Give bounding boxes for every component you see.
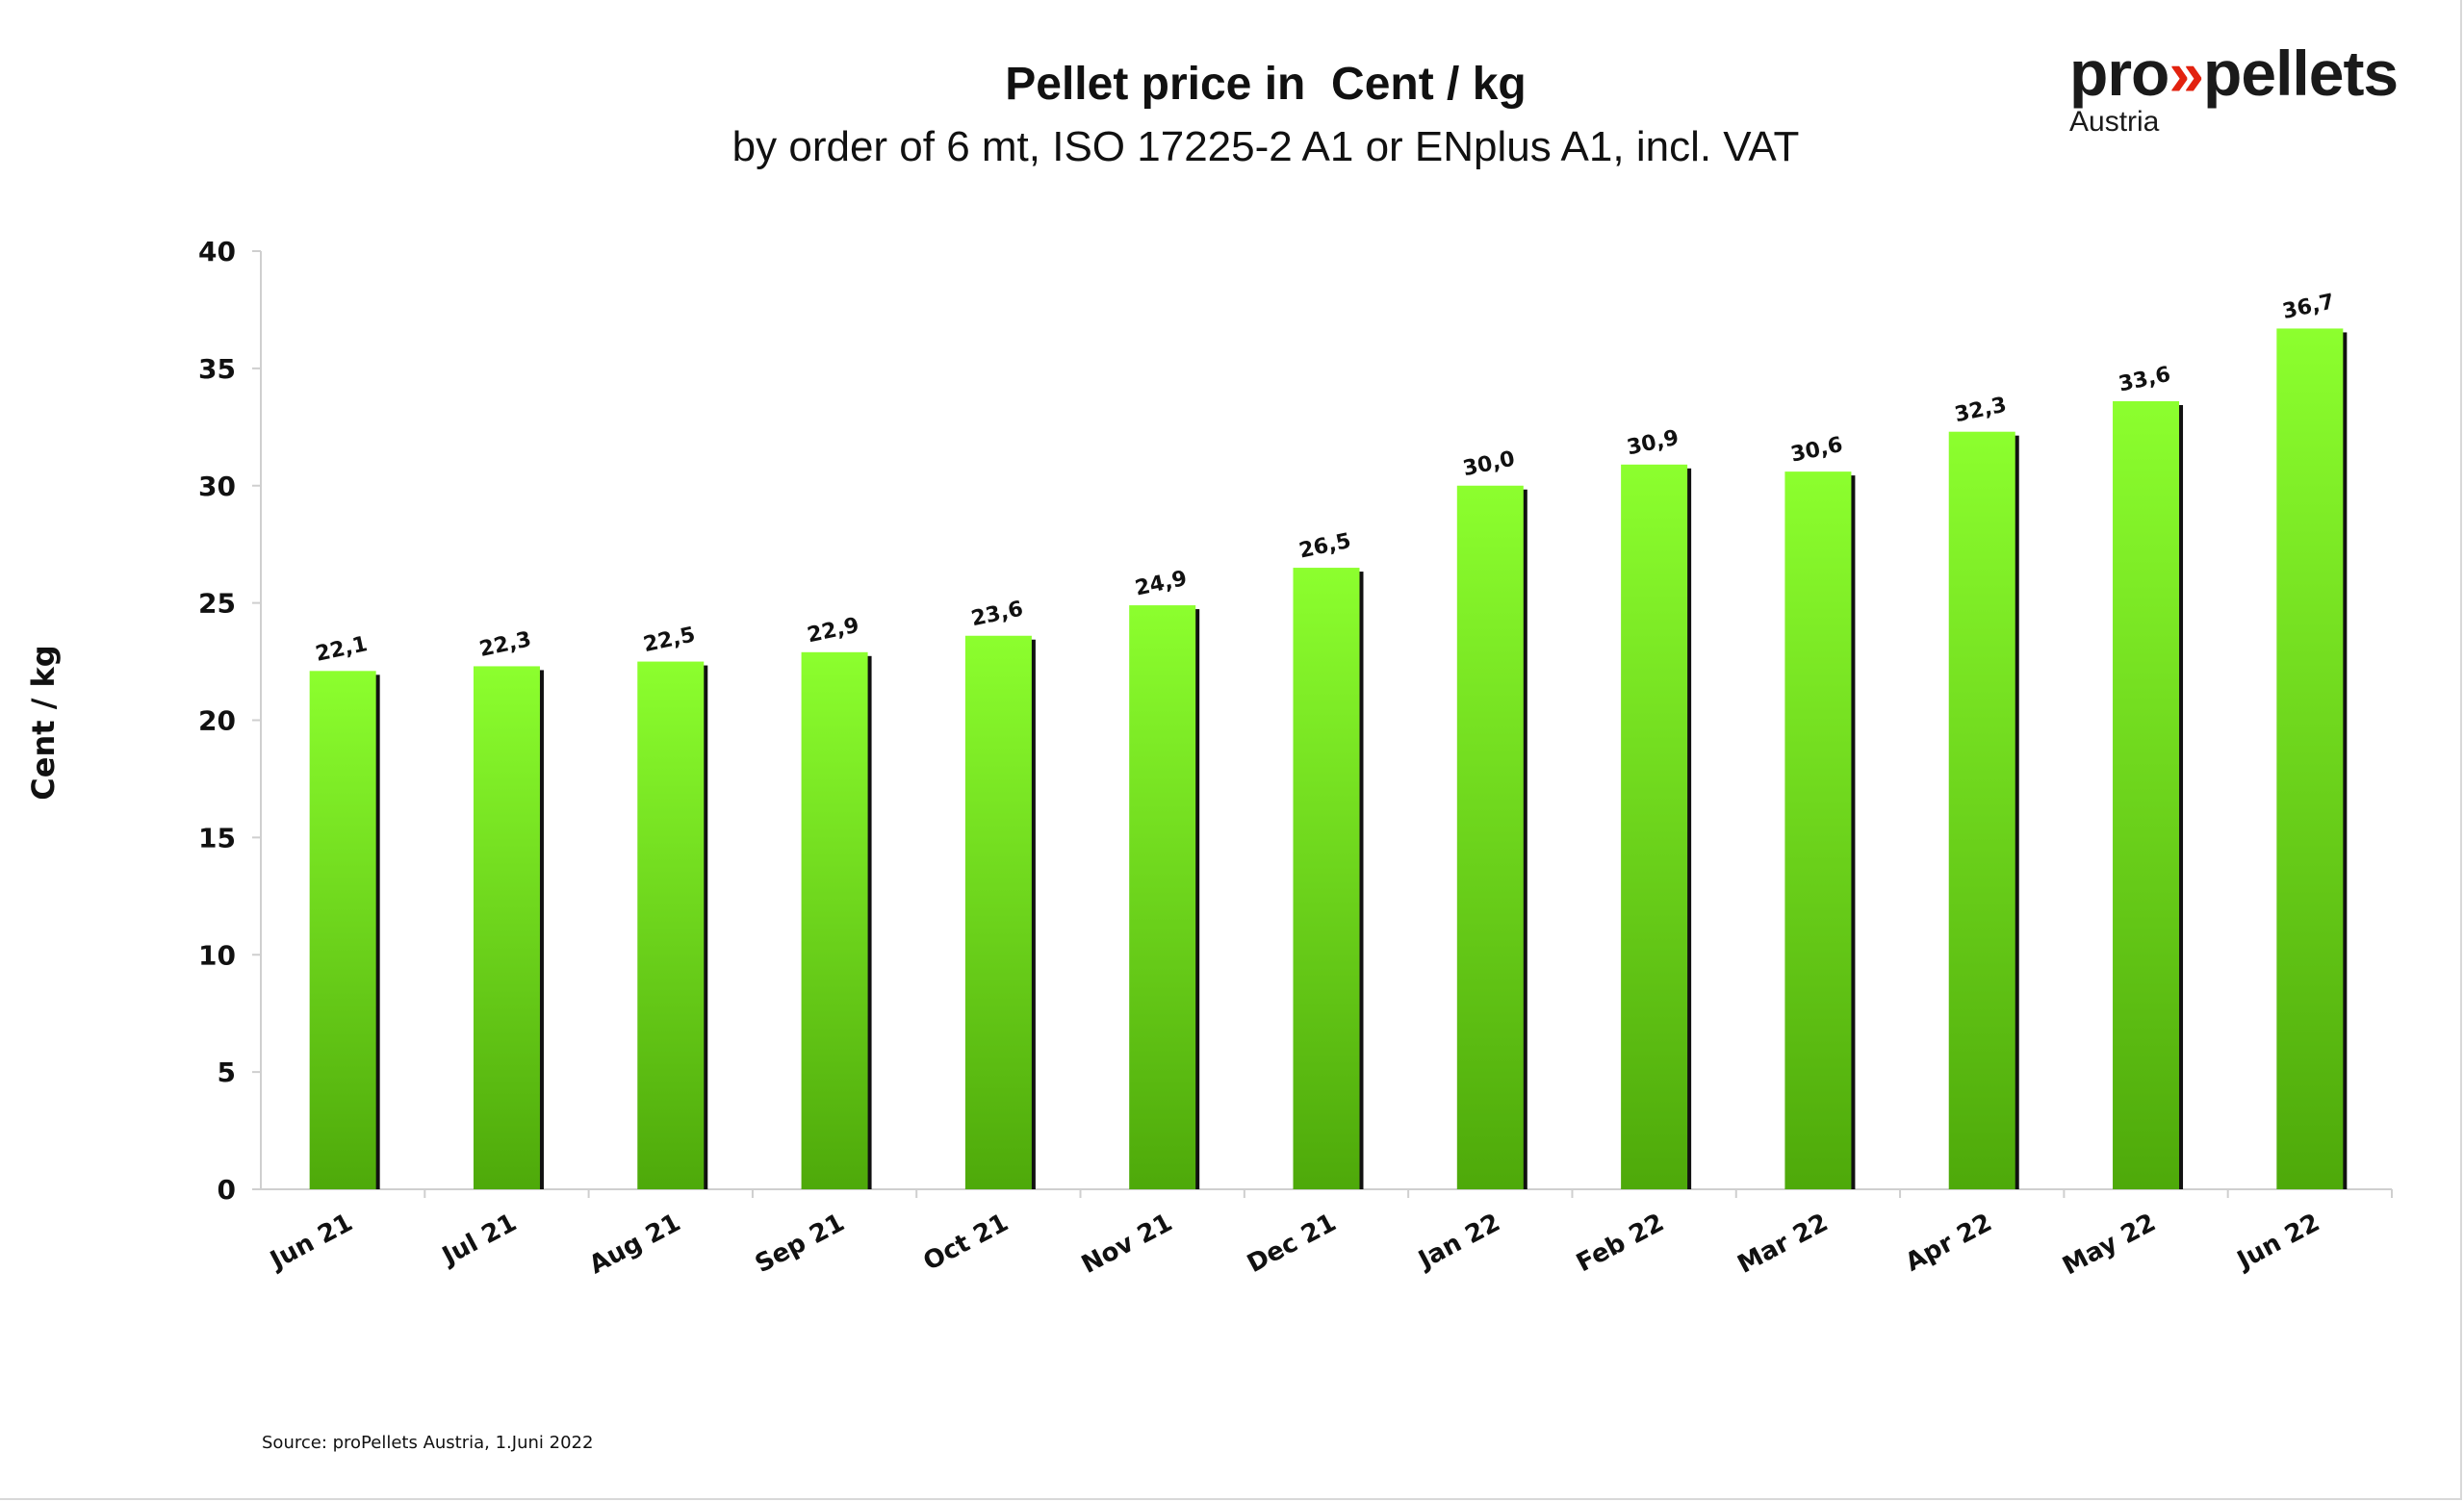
- y-tick-label: 20: [198, 705, 236, 737]
- x-tick-label: Jul 21: [436, 1209, 522, 1272]
- x-tick-label: Nov 21: [1077, 1209, 1177, 1280]
- bar: [2276, 328, 2344, 1189]
- bar: [801, 651, 868, 1189]
- chart-subtitle: by order of 6 mt, ISO 17225-2 A1 or ENpl…: [732, 123, 1800, 170]
- data-label: 30,6: [1788, 433, 1844, 468]
- y-tick-label: 30: [198, 471, 236, 502]
- x-tick-label: Feb 22: [1572, 1209, 1669, 1279]
- data-label: 22,1: [314, 632, 370, 667]
- y-tick-label: 35: [198, 353, 236, 385]
- bar: [1784, 471, 1852, 1189]
- logo-word-left: pro: [2069, 38, 2169, 109]
- logo-word-right: pellets: [2203, 38, 2399, 109]
- data-label: 22,5: [641, 623, 697, 657]
- data-label: 24,9: [1133, 567, 1189, 601]
- data-label: 26,5: [1297, 529, 1353, 564]
- x-tick-label: Aug 21: [584, 1209, 685, 1281]
- x-tick-label: Sep 21: [751, 1209, 850, 1280]
- chart-title: Pellet price in Cent / kg: [1005, 59, 1527, 110]
- data-label: 30,9: [1625, 426, 1681, 461]
- data-label: 30,0: [1461, 447, 1517, 482]
- y-tick-label: 0: [218, 1174, 236, 1206]
- bar: [1129, 605, 1196, 1189]
- y-tick-label: 15: [198, 822, 236, 853]
- y-tick-label: 25: [198, 588, 236, 620]
- chevron-icon: »: [2169, 38, 2204, 109]
- data-label: 22,9: [806, 614, 861, 649]
- x-tick-label: Jun 21: [264, 1209, 357, 1277]
- bar: [309, 671, 376, 1189]
- propellets-logo: pro»pellets Austria: [2069, 37, 2399, 139]
- x-tick-label: Apr 22: [1901, 1209, 1997, 1278]
- logo-subtitle: Austria: [2069, 106, 2160, 138]
- y-tick-label: 10: [198, 939, 236, 971]
- data-label: 22,3: [477, 627, 533, 662]
- bar: [2113, 401, 2180, 1189]
- data-label: 36,7: [2280, 290, 2336, 324]
- bar: [1948, 431, 2015, 1189]
- x-tick-label: Jan 22: [1412, 1209, 1504, 1276]
- data-label: 33,6: [2117, 363, 2172, 397]
- bar: [1621, 464, 1688, 1189]
- y-axis-label: Cent / kg: [25, 645, 62, 800]
- x-tick-label: Jun 22: [2231, 1209, 2324, 1277]
- x-tick-label: Dec 21: [1243, 1209, 1341, 1279]
- data-label: 32,3: [1953, 393, 2009, 427]
- bar: [473, 666, 540, 1189]
- bar: [964, 635, 1032, 1189]
- bar: [1293, 568, 1360, 1189]
- y-tick-label: 40: [198, 236, 236, 267]
- bar: [637, 661, 705, 1189]
- data-label: 23,6: [969, 598, 1025, 632]
- x-tick-label: Mar 22: [1733, 1209, 1834, 1280]
- x-tick-label: Oct 21: [919, 1209, 1014, 1277]
- y-tick-label: 5: [218, 1056, 236, 1088]
- bar: [1456, 485, 1524, 1189]
- source-note: Source: proPellets Austria, 1.Juni 2022: [262, 1433, 594, 1453]
- x-tick-label: May 22: [2058, 1209, 2161, 1282]
